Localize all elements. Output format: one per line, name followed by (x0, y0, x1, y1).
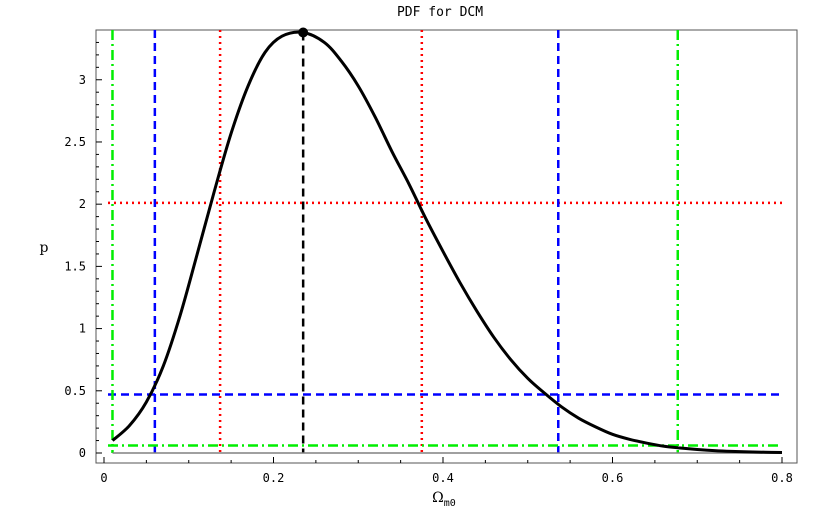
peak-marker (298, 27, 309, 38)
x-tick-label: 0 (100, 471, 107, 485)
y-axis-label: p (40, 240, 49, 256)
x-tick-label: 0.4 (432, 471, 454, 485)
y-tick-label: 1.5 (64, 259, 86, 273)
series-line-pdf (111, 30, 783, 454)
x-tick-label: 0.2 (263, 471, 285, 485)
plot-frame (95, 29, 798, 464)
x-axis-ticks: 0 0.2 0.4 0.6 0.8 (100, 457, 793, 485)
y-tick-label: 1 (79, 322, 86, 336)
y-tick-label: 2.5 (64, 135, 86, 149)
x-axis-label: Ωm0 (432, 490, 456, 509)
x-axis-label-subscript: m0 (444, 498, 456, 509)
y-axis-ticks: 0 0.5 1 1.5 2 2.5 3 (64, 41, 102, 460)
x-axis-label-symbol: Ω (432, 490, 444, 506)
y-tick-label: 0.5 (64, 384, 86, 398)
x-tick-label: 0.8 (771, 471, 793, 485)
y-tick-label: 0 (79, 446, 86, 460)
y-tick-label: 2 (79, 197, 86, 211)
x-tick-label: 0.6 (602, 471, 624, 485)
chart-title: PDF for DCM (397, 5, 483, 20)
reference-lines (108, 30, 782, 453)
y-tick-label: 3 (79, 73, 86, 87)
